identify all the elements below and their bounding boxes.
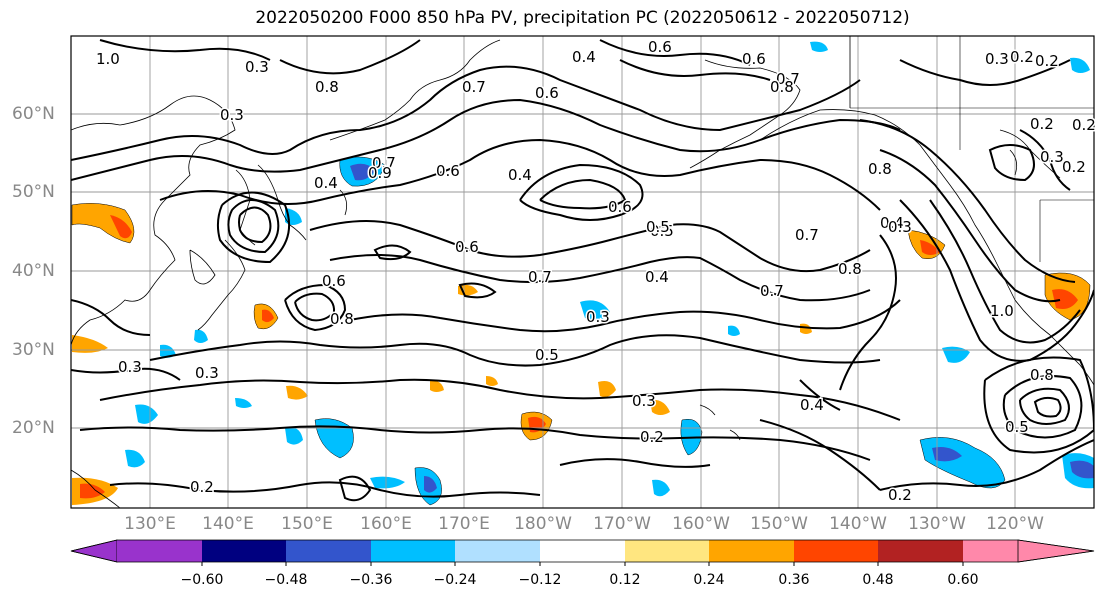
- contour-label: 0.7: [760, 282, 784, 300]
- contour-label: 0.7: [528, 268, 552, 286]
- lat-label-50n: 50°N: [12, 182, 55, 202]
- contour-label: 0.6: [608, 198, 632, 216]
- colorbar-segment: [794, 540, 878, 562]
- contour-label: 0.3: [220, 106, 244, 124]
- contour-label: 0.3: [1040, 148, 1064, 166]
- contour-label: 0.6: [455, 238, 479, 256]
- lon-label-170e: 170°E: [438, 514, 490, 534]
- colorbar-arrow-low: [70, 539, 118, 563]
- colorbar-tick: −0.36: [349, 572, 393, 588]
- contour-label: 0.6: [535, 84, 559, 102]
- lat-label-30n: 30°N: [12, 340, 55, 360]
- contour-label: 0.5: [650, 222, 674, 240]
- lon-label-130w: 130°W: [908, 514, 966, 534]
- lat-label-40n: 40°N: [12, 261, 55, 281]
- precipitation-shading: [71, 41, 1094, 506]
- lon-label-140e: 140°E: [202, 514, 254, 534]
- contour-label: 0.4: [314, 174, 338, 192]
- lon-label-170w: 170°W: [593, 514, 651, 534]
- contour-label: 0.4: [880, 214, 904, 232]
- colorbar-segment: [709, 540, 794, 562]
- colorbar-segment: [540, 540, 625, 562]
- contour-label: 0.2: [1030, 115, 1054, 133]
- contour-label: 0.7: [776, 70, 800, 88]
- contour-label: 0.3: [888, 218, 912, 236]
- contour-label: 0.8: [868, 160, 892, 178]
- colorbar-arrow-high: [1017, 539, 1095, 563]
- lon-label-160e: 160°E: [360, 514, 412, 534]
- contour-label: 0.2: [1010, 48, 1034, 66]
- contour-label: 0.2: [640, 428, 664, 446]
- lon-label-160w: 160°W: [672, 514, 730, 534]
- colorbar-frame: [70, 539, 1095, 563]
- contour-label: 0.2: [1062, 158, 1086, 176]
- contour-label: 0.8: [838, 260, 862, 278]
- contour-label: 0.6: [742, 50, 766, 68]
- contour-label: 0.2: [190, 478, 214, 496]
- colorbar-tick: 0.36: [778, 572, 810, 588]
- contour-label: 1.0: [990, 302, 1014, 320]
- contour-label: 0.2: [888, 486, 912, 504]
- colorbar-tick: −0.60: [180, 572, 224, 588]
- colorbar-segment: [371, 540, 455, 562]
- contour-label: 0.3: [195, 364, 219, 382]
- colorbar-segment: [878, 540, 963, 562]
- contour-label: 0.8: [1030, 366, 1054, 384]
- contour-label: 0.7: [372, 154, 396, 172]
- contour-label: 0.6: [648, 38, 672, 56]
- lon-label-150e: 150°E: [281, 514, 333, 534]
- colorbar-segment: [286, 540, 371, 562]
- contour-label: 0.4: [800, 396, 824, 414]
- contour-label: 0.8: [315, 78, 339, 96]
- lon-label-130e: 130°E: [124, 514, 176, 534]
- colorbar-tick: −0.24: [433, 572, 477, 588]
- colorbar-tick: 0.24: [693, 572, 725, 588]
- contour-label: 0.4: [572, 48, 596, 66]
- contour-labels: 1.0 0.30.30.8 0.7 0.60.40.60.60.70.80.20.7 0…: [95, 37, 1098, 506]
- contour-label: 0.2: [1072, 116, 1096, 134]
- map-title: 2022050200 F000 850 hPa PV, precipitatio…: [255, 8, 910, 28]
- contour-label: 0.3: [632, 392, 656, 410]
- contour-label: 0.3: [586, 308, 610, 326]
- colorbar-segment: [625, 540, 709, 562]
- colorbar-segment: [963, 540, 1018, 562]
- lat-label-60n: 60°N: [12, 104, 55, 124]
- contour-label: 0.5: [646, 218, 670, 236]
- colorbar-segment: [117, 540, 202, 562]
- contour-label: 0.4: [508, 166, 532, 184]
- contour-label: 0.3: [245, 58, 269, 76]
- contour-label: 0.8: [770, 78, 794, 96]
- contour-label: 0.9: [368, 164, 392, 182]
- colorbar-segments: [70, 539, 1095, 566]
- lat-label-20n: 20°N: [12, 418, 55, 438]
- contour-label: 0.4: [645, 268, 669, 286]
- contour-label: 0.3: [985, 50, 1009, 68]
- colorbar-segment: [202, 540, 286, 562]
- colorbar-segment: [455, 540, 540, 562]
- lon-label-120w: 120°W: [986, 514, 1044, 534]
- lon-label-180w: 180°W: [514, 514, 572, 534]
- colorbar-tick: −0.12: [518, 572, 562, 588]
- contour-label: 0.7: [795, 226, 819, 244]
- colorbar-tick: −0.48: [264, 572, 308, 588]
- contour-label: 0.7: [462, 78, 486, 96]
- colorbar-tick: 0.48: [862, 572, 894, 588]
- contour-label: 0.6: [322, 272, 346, 290]
- contour-label: 1.0: [96, 50, 120, 68]
- contour-label: 0.3: [118, 358, 142, 376]
- map-frame: [70, 35, 1095, 509]
- colorbar-tick: 0.60: [947, 572, 979, 588]
- contour-label: 0.8: [330, 310, 354, 328]
- contour-label: 0.5: [535, 346, 559, 364]
- contour-label: 0.6: [436, 162, 460, 180]
- contour-label: 0.2: [1035, 52, 1059, 70]
- colorbar-tick: 0.12: [609, 572, 641, 588]
- contour-label: 0.5: [1005, 418, 1029, 436]
- lon-label-140w: 140°W: [829, 514, 887, 534]
- lon-label-150w: 150°W: [750, 514, 808, 534]
- pv-contours: [71, 39, 1094, 502]
